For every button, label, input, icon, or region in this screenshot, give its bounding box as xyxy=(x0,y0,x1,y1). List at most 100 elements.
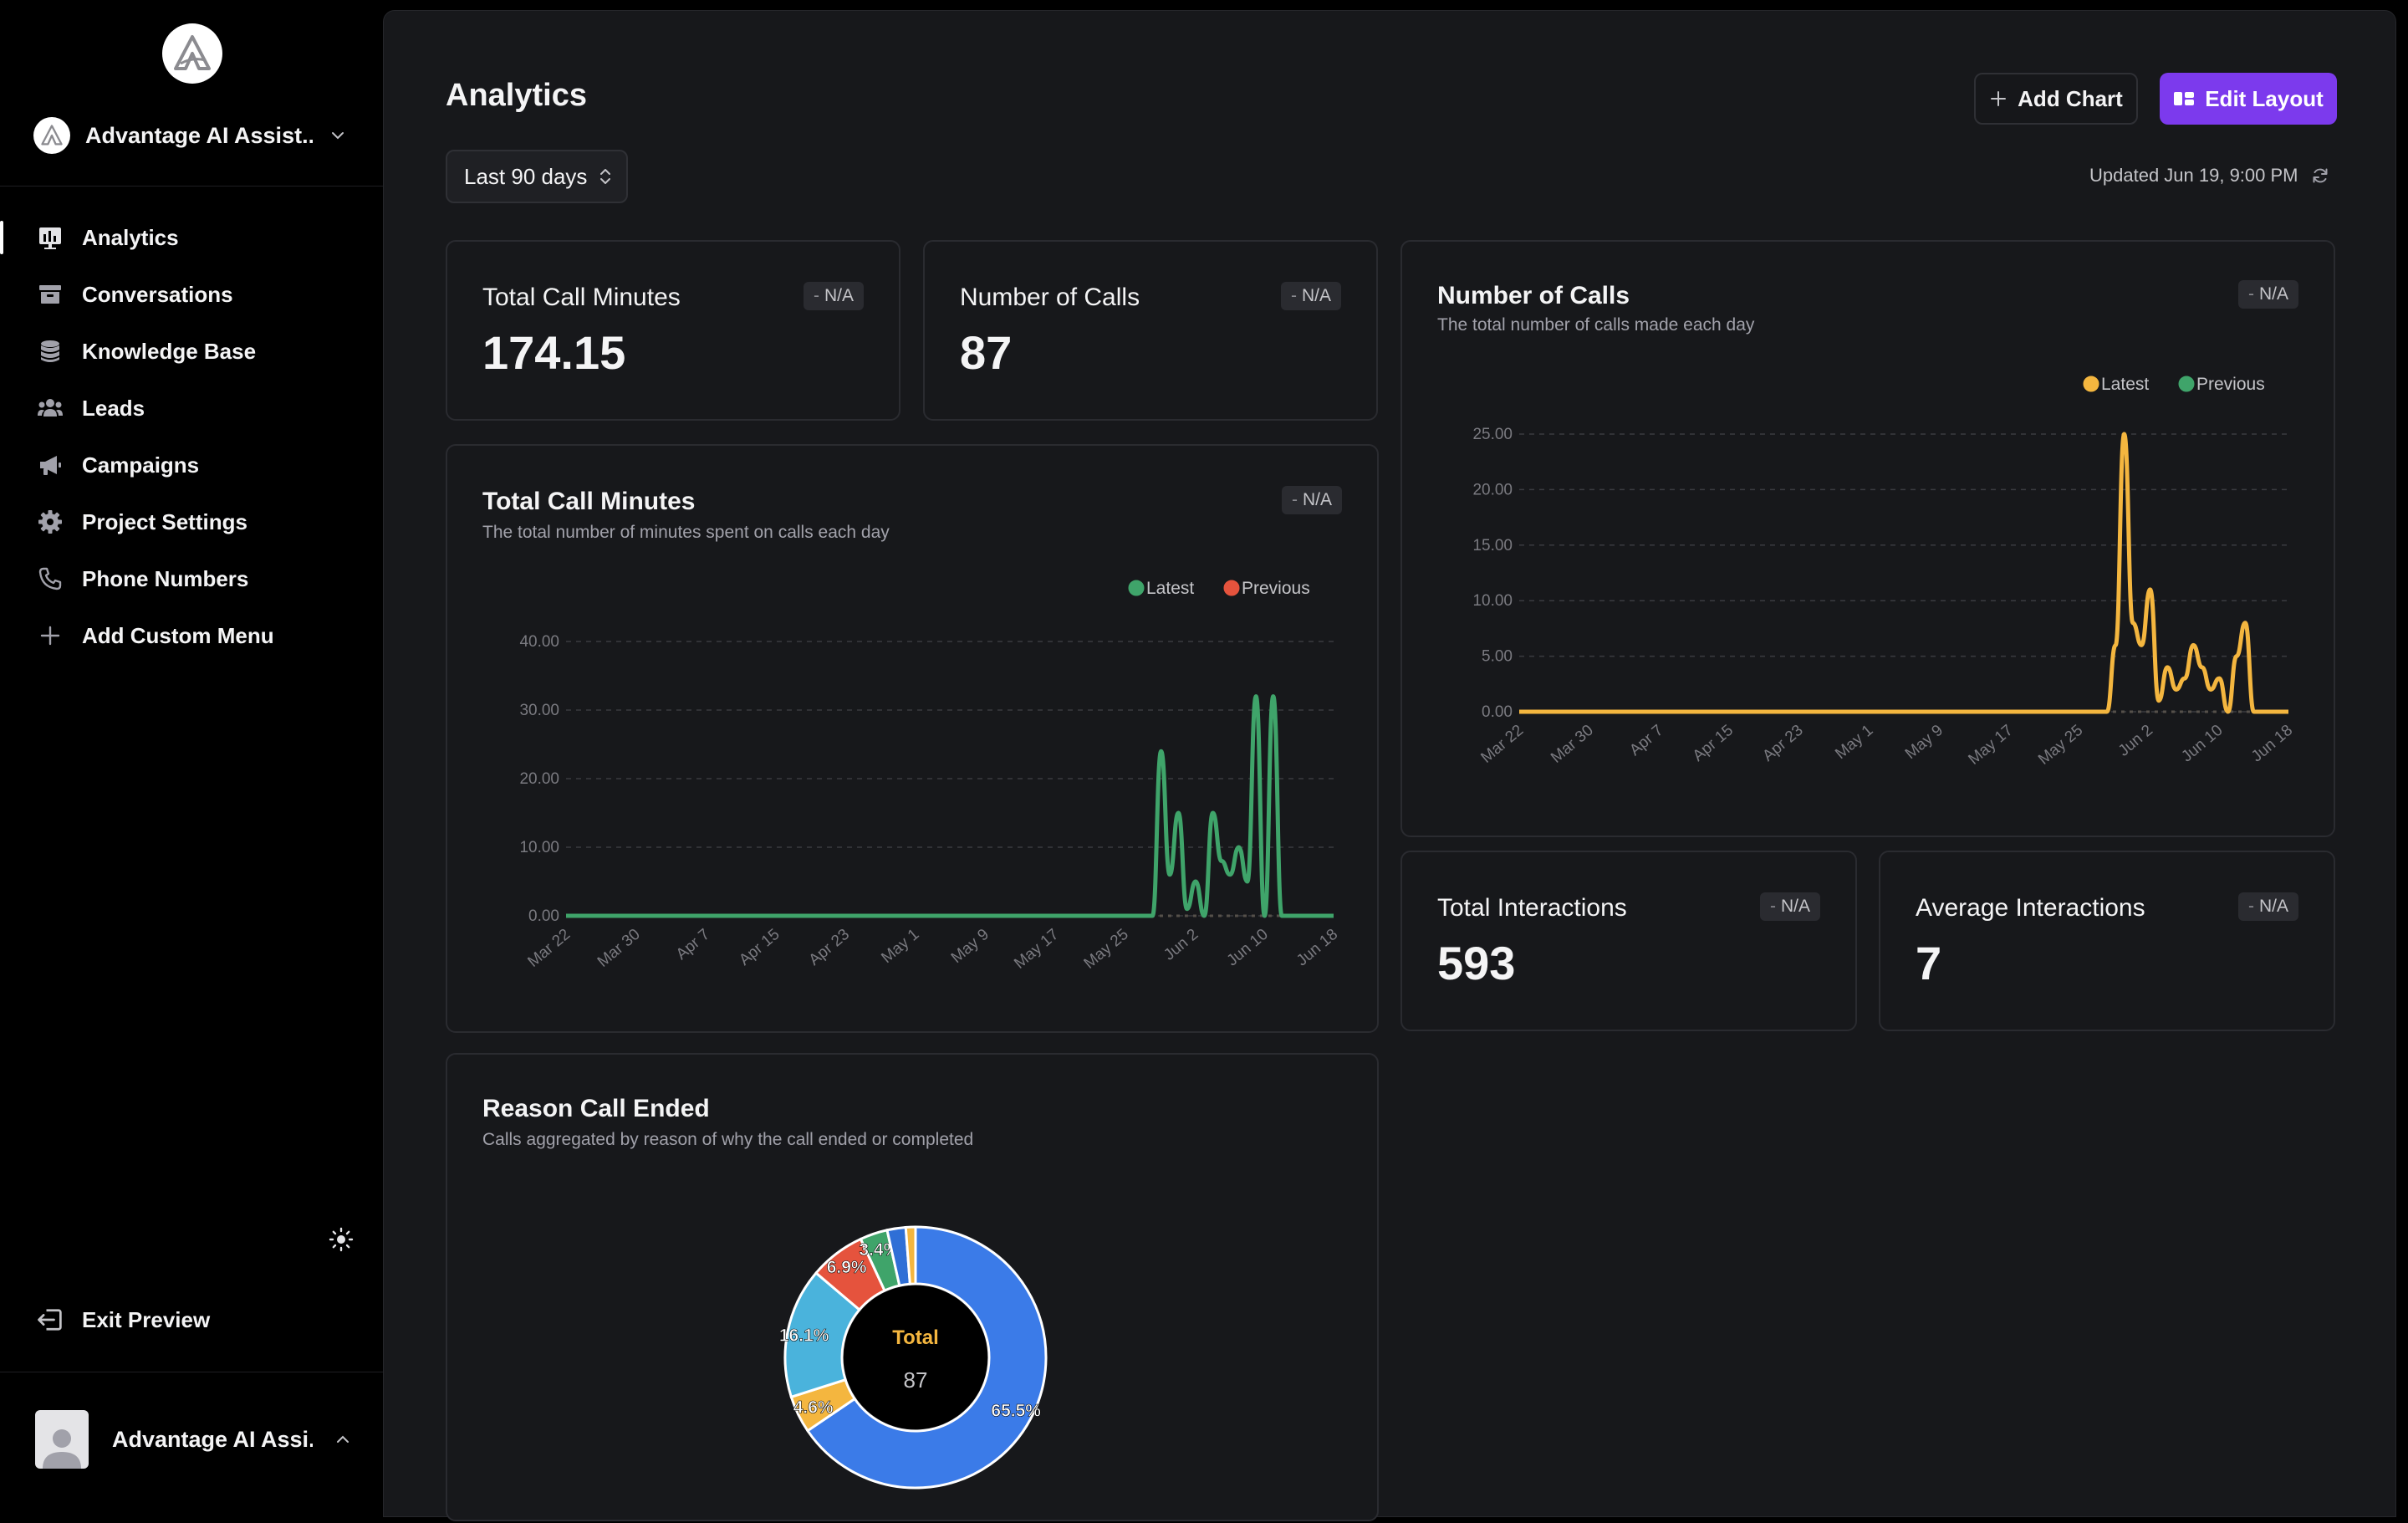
status-badge: - N/A xyxy=(1759,892,1820,921)
donut-slice-label: 4.6% xyxy=(793,1398,834,1417)
stat-value: 174.15 xyxy=(482,326,626,379)
sidebar-item-analytics[interactable]: Analytics xyxy=(0,209,383,266)
x-tick-label: Jun 2 xyxy=(1161,926,1201,964)
sidebar-item-label: Campaigns xyxy=(82,452,200,478)
workspace-switcher[interactable]: Advantage AI Assist... xyxy=(33,112,348,159)
app-logo[interactable] xyxy=(162,23,222,84)
chart-subtitle: The total number of calls made each day xyxy=(1437,315,1755,335)
layout-icon xyxy=(2173,89,2195,108)
legend-swatch xyxy=(1222,579,1241,597)
y-tick-label: 20.00 xyxy=(519,770,559,788)
inbox-icon xyxy=(35,279,65,309)
line-chart-calls: 0.00 5.00 10.00 15.00 20.00 25.00 Mar 22 Mar 30… xyxy=(1472,375,2296,769)
sidebar-item-label: Project Settings xyxy=(82,509,247,534)
add-chart-button[interactable]: Add Chart xyxy=(1974,73,2138,125)
stat-card-average-interactions: Average Interactions 7 - N/A xyxy=(1879,851,2335,1031)
donut-slice xyxy=(805,1225,1048,1490)
plus-icon xyxy=(35,621,65,651)
y-tick-label: 40.00 xyxy=(519,633,559,651)
users-icon xyxy=(35,393,65,423)
sidebar-divider xyxy=(0,186,383,187)
donut-center-label: Total xyxy=(892,1326,939,1349)
workspace-avatar xyxy=(33,117,70,154)
gear-icon xyxy=(35,507,65,537)
chevron-up-down-icon xyxy=(599,166,612,187)
donut-center-value: 87 xyxy=(904,1367,928,1393)
logo-icon xyxy=(41,125,63,146)
sidebar-item-phone-numbers[interactable]: Phone Numbers xyxy=(0,550,383,607)
y-tick-label: 30.00 xyxy=(519,702,559,719)
database-icon xyxy=(35,336,65,366)
legend-label: Latest xyxy=(1146,579,1194,598)
x-tick-label: Apr 7 xyxy=(673,926,713,963)
stat-card-total-call-minutes: Total Call Minutes 174.15 - N/A xyxy=(446,240,900,421)
y-tick-label: 10.00 xyxy=(1472,592,1513,610)
sun-icon xyxy=(329,1227,354,1252)
edit-layout-label: Edit Layout xyxy=(2205,85,2324,111)
x-tick-label: Apr 23 xyxy=(806,926,853,969)
stat-value: 87 xyxy=(960,326,1013,379)
user-name: Advantage AI Assi... xyxy=(112,1426,313,1452)
date-range-value: Last 90 days xyxy=(464,163,588,189)
sidebar-item-project-settings[interactable]: Project Settings xyxy=(0,493,383,550)
edit-layout-button[interactable]: Edit Layout xyxy=(2160,73,2337,125)
sidebar-item-label: Knowledge Base xyxy=(82,338,257,364)
workspace-name: Advantage AI Assist... xyxy=(85,122,313,148)
sidebar-item-add-custom-menu[interactable]: Add Custom Menu xyxy=(0,607,383,664)
donut-slice-label: 16.1% xyxy=(779,1326,829,1345)
updated-text: Updated Jun 19, 9:00 PM xyxy=(2089,165,2298,186)
chart-bar-icon xyxy=(35,222,65,253)
stat-title: Average Interactions xyxy=(1916,894,2145,922)
y-tick-label: 5.00 xyxy=(1482,648,1513,666)
exit-preview-button[interactable]: Exit Preview xyxy=(35,1295,210,1345)
sidebar-item-campaigns[interactable]: Campaigns xyxy=(0,437,383,493)
sidebar-item-knowledge-base[interactable]: Knowledge Base xyxy=(0,323,383,380)
stat-title: Total Call Minutes xyxy=(482,284,681,311)
x-tick-label: Jun 2 xyxy=(2115,722,2156,760)
x-tick-label: May 9 xyxy=(1902,722,1946,763)
x-tick-label: Mar 22 xyxy=(524,926,574,971)
stat-title: Number of Calls xyxy=(960,284,1140,311)
refresh-icon[interactable] xyxy=(2310,166,2330,186)
series-line-latest xyxy=(1519,432,2288,714)
y-tick-label: 15.00 xyxy=(1472,537,1513,555)
donut-hole xyxy=(844,1285,987,1429)
x-tick-label: May 17 xyxy=(1011,926,1062,973)
y-tick-label: 0.00 xyxy=(528,907,559,925)
legend-swatch xyxy=(1127,579,1145,597)
user-menu[interactable]: Advantage AI Assi... xyxy=(35,1410,353,1469)
legend-label: Previous xyxy=(1242,579,1310,598)
theme-toggle-button[interactable] xyxy=(324,1223,358,1256)
page-title: Analytics xyxy=(446,78,587,113)
x-tick-label: May 25 xyxy=(1081,926,1132,973)
add-chart-label: Add Chart xyxy=(2018,85,2123,111)
exit-icon xyxy=(38,1309,62,1331)
x-tick-label: Mar 30 xyxy=(1548,722,1597,767)
x-tick-label: Jun 10 xyxy=(2178,722,2226,766)
chart-title: Number of Calls xyxy=(1437,282,1630,309)
donut-slice-label: 65.5% xyxy=(991,1402,1041,1421)
avatar xyxy=(35,1410,89,1469)
date-range-select[interactable]: Last 90 days xyxy=(446,150,628,203)
chart-card-total-call-minutes: Total Call Minutes The total number of m… xyxy=(446,444,1379,1033)
sidebar-item-label: Phone Numbers xyxy=(82,565,249,591)
megaphone-icon xyxy=(35,450,65,480)
line-chart-minutes: 0.00 10.00 20.00 30.00 40.00 Mar 22 Mar 30 Apr … xyxy=(519,579,1341,973)
phone-icon xyxy=(35,564,65,594)
status-badge: - N/A xyxy=(2237,892,2298,921)
x-tick-label: Apr 7 xyxy=(1626,722,1666,759)
chart-subtitle: The total number of minutes spent on cal… xyxy=(482,523,890,542)
y-tick-label: 0.00 xyxy=(1482,703,1513,721)
chevron-up-icon xyxy=(337,1435,349,1443)
x-tick-label: May 1 xyxy=(1832,722,1876,763)
sidebar-item-conversations[interactable]: Conversations xyxy=(0,266,383,323)
sidebar-item-label: Analytics xyxy=(82,224,179,250)
sidebar-item-leads[interactable]: Leads xyxy=(0,380,383,437)
main-panel: Analytics Add Chart Edit Layout Last 90 … xyxy=(383,10,2396,1521)
sidebar-nav: Analytics Conversations Knowledge Base L… xyxy=(0,209,383,664)
chart-card-number-of-calls: Number of Calls The total number of call… xyxy=(1400,240,2335,837)
donut-slice xyxy=(904,1225,917,1285)
user-icon xyxy=(43,1429,81,1469)
chart-title: Reason Call Ended xyxy=(482,1095,710,1122)
